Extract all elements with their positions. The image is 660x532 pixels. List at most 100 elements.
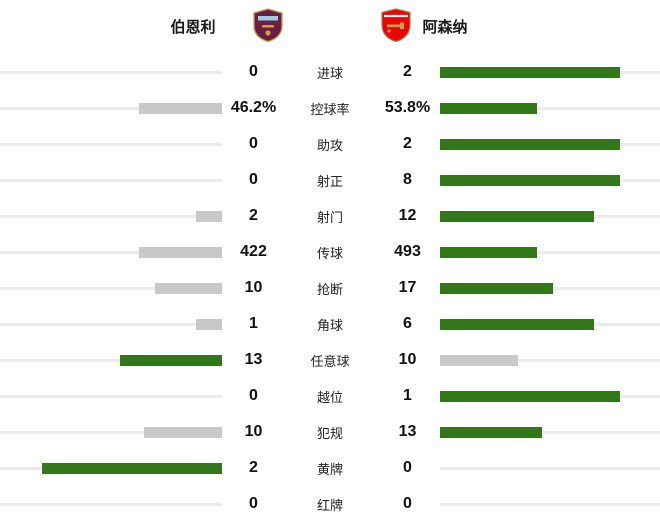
home-team-name: 伯恩利 (170, 19, 216, 36)
stat-label: 射正 (316, 173, 343, 189)
stat-row: 0 助攻 2 (0, 126, 660, 162)
home-bar-track (0, 179, 222, 182)
away-team-name: 阿森纳 (422, 19, 468, 36)
stat-row: 0 进球 2 (0, 54, 660, 90)
stat-label: 助攻 (316, 137, 343, 153)
stat-label: 越位 (316, 389, 343, 405)
away-bar-track (440, 359, 660, 362)
away-value: 1 (403, 387, 412, 404)
away-value: 0 (403, 459, 412, 476)
home-bar (0, 306, 222, 342)
home-value: 2 (249, 459, 258, 476)
header: 伯恩利 阿森纳 (0, 0, 660, 58)
away-bar-fill (440, 247, 537, 258)
away-value: 53.8% (384, 99, 431, 116)
away-bar (440, 306, 660, 342)
home-value: 0 (249, 387, 258, 404)
home-value: 0 (249, 135, 258, 152)
away-bar (440, 234, 660, 270)
stat-label: 传球 (316, 245, 343, 261)
home-value: 0 (249, 171, 258, 188)
away-value: 8 (403, 171, 412, 188)
away-bar (440, 486, 660, 522)
away-bar (440, 162, 660, 198)
home-bar (0, 198, 222, 234)
away-bar (440, 450, 660, 486)
stat-label: 控球率 (310, 101, 350, 117)
home-bar (0, 450, 222, 486)
stat-label: 射门 (316, 209, 343, 225)
home-bar (0, 342, 222, 378)
away-value: 2 (403, 63, 412, 80)
away-bar-track (440, 107, 660, 110)
away-bar (440, 126, 660, 162)
away-bar-fill (440, 67, 620, 78)
home-bar (0, 234, 222, 270)
away-bar-track (440, 503, 660, 506)
home-bar (0, 378, 222, 414)
away-bar (440, 198, 660, 234)
stat-label: 角球 (316, 317, 343, 333)
away-bar (440, 90, 660, 126)
home-bar-track (0, 395, 222, 398)
away-bar-fill (440, 139, 620, 150)
away-value: 2 (403, 135, 412, 152)
away-value: 10 (398, 351, 417, 368)
away-bar-fill (440, 355, 518, 366)
home-bar (0, 162, 222, 198)
home-bar (0, 486, 222, 522)
home-bar-fill (155, 283, 222, 294)
home-bar-fill (139, 247, 222, 258)
home-value: 10 (244, 279, 263, 296)
home-bar-track (0, 323, 222, 326)
home-value: 422 (240, 243, 267, 260)
arsenal-crest-icon (380, 8, 412, 42)
away-bar (440, 378, 660, 414)
stat-row: 10 抢断 17 (0, 270, 660, 306)
away-bar-track (440, 251, 660, 254)
stat-label: 黄牌 (316, 461, 343, 477)
away-bar-fill (440, 211, 594, 222)
away-value: 6 (403, 315, 412, 332)
burnley-crest-icon (252, 8, 284, 42)
away-bar-fill (440, 427, 542, 438)
away-bar-fill (440, 319, 594, 330)
away-bar-track (440, 431, 660, 434)
away-value: 493 (394, 243, 421, 260)
home-bar (0, 54, 222, 90)
home-bar-fill (196, 319, 222, 330)
stat-row: 422 传球 493 (0, 234, 660, 270)
stat-row: 10 犯规 13 (0, 414, 660, 450)
away-bar-fill (440, 391, 620, 402)
home-value: 13 (244, 351, 263, 368)
stat-row: 13 任意球 10 (0, 342, 660, 378)
away-value: 13 (398, 423, 417, 440)
away-bar (440, 342, 660, 378)
away-bar-track (440, 467, 660, 470)
stat-row: 2 射门 12 (0, 198, 660, 234)
away-bar (440, 54, 660, 90)
home-bar-track (0, 215, 222, 218)
stat-label: 抢断 (316, 281, 343, 297)
home-bar-track (0, 359, 222, 362)
away-bar (440, 414, 660, 450)
stat-row: 0 红牌 0 (0, 486, 660, 522)
stat-row: 46.2% 控球率 53.8% (0, 90, 660, 126)
home-bar-track (0, 251, 222, 254)
home-bar-track (0, 71, 222, 74)
stat-row: 1 角球 6 (0, 306, 660, 342)
stat-row: 0 射正 8 (0, 162, 660, 198)
home-bar (0, 90, 222, 126)
home-value: 1 (249, 315, 258, 332)
stat-row: 0 越位 1 (0, 378, 660, 414)
stat-row: 2 黄牌 0 (0, 450, 660, 486)
away-value: 17 (398, 279, 417, 296)
stat-label: 犯规 (316, 425, 343, 441)
home-value: 10 (244, 423, 263, 440)
home-bar-track (0, 287, 222, 290)
home-bar-fill (144, 427, 222, 438)
stat-label: 任意球 (310, 353, 350, 369)
away-bar-fill (440, 283, 553, 294)
home-value: 46.2% (230, 99, 277, 116)
